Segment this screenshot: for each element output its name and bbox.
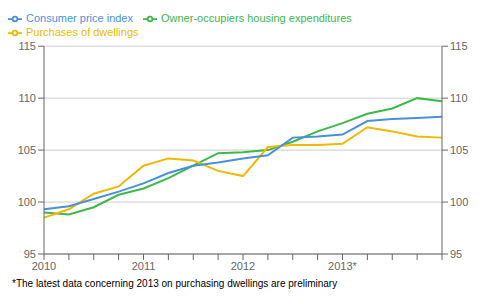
svg-text:110: 110 — [18, 92, 36, 104]
svg-text:95: 95 — [24, 248, 36, 260]
svg-text:115: 115 — [450, 40, 468, 52]
svg-text:100: 100 — [450, 196, 468, 208]
svg-text:105: 105 — [450, 144, 468, 156]
svg-text:100: 100 — [18, 196, 36, 208]
html-text:Owner-occupiers housing expend: Owner-occupiers housing expenditures — [161, 12, 352, 24]
svg-text:2010: 2010 — [32, 260, 56, 272]
html-text:Purchases of dwellings: Purchases of dwellings — [26, 26, 139, 39]
svg-text:95: 95 — [450, 248, 462, 260]
html-text:*The latest data concerning 20: *The latest data concerning 2013 on purc… — [12, 278, 338, 289]
svg-text:2011: 2011 — [132, 260, 156, 272]
svg-text:110: 110 — [450, 92, 468, 104]
svg-text:2012: 2012 — [231, 260, 255, 272]
svg-text:2013*: 2013* — [328, 260, 357, 272]
html-text:Consumer price index: Consumer price index — [26, 12, 133, 24]
svg-text:105: 105 — [18, 144, 36, 156]
svg-text:115: 115 — [18, 40, 36, 52]
